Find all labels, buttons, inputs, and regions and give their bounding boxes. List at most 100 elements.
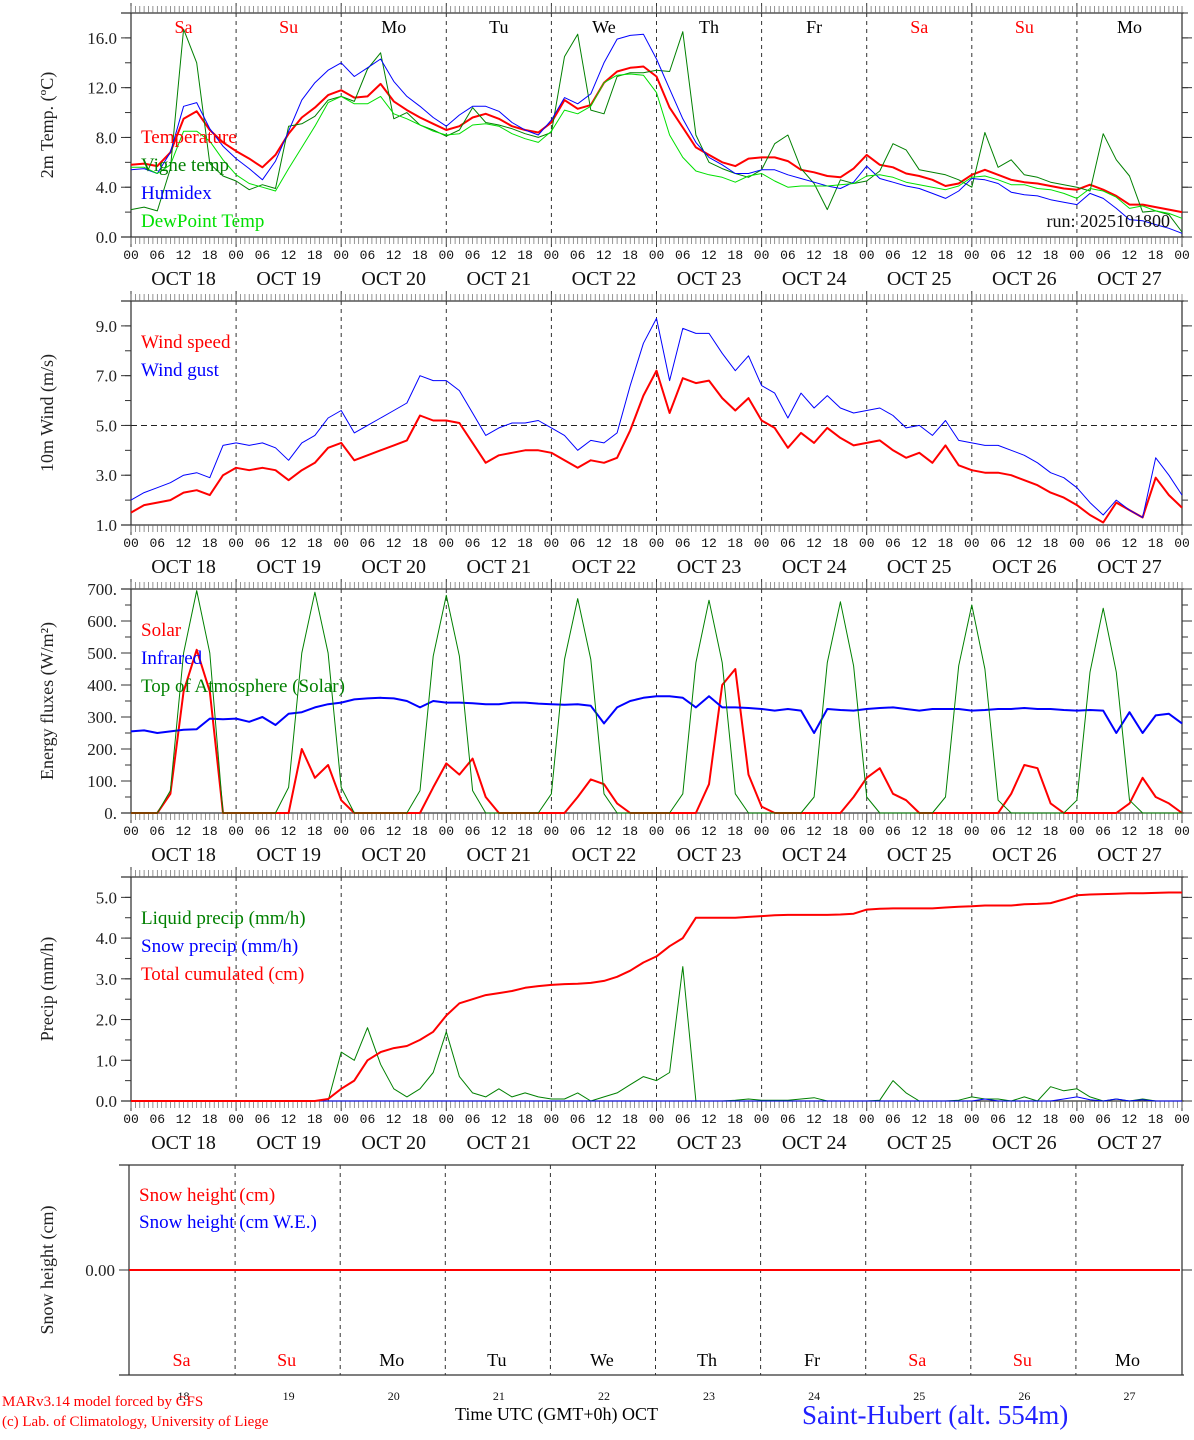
hour-tick-label: 00 <box>964 248 980 263</box>
panel-1: 0.0 4.0 8.0 12.0 16.0 2m Temp. (ºC) Temperatur… <box>37 3 1192 290</box>
date-label: OCT 25 <box>887 268 952 290</box>
hour-tick-label: 18 <box>307 1112 323 1127</box>
hour-tick-label: 06 <box>360 536 376 551</box>
hour-tick-label: 06 <box>885 1112 901 1127</box>
y-tick-label: 4.0 <box>96 178 117 197</box>
hour-tick-label: 00 <box>438 536 454 551</box>
hour-tick-label: 12 <box>386 248 402 263</box>
date-label: OCT 26 <box>992 844 1057 866</box>
legend-entry: Total cumulated (cm) <box>141 964 304 985</box>
y-tick-label: 400. <box>87 676 117 695</box>
hour-tick-label: 12 <box>596 824 612 839</box>
hour-tick-label: 12 <box>281 248 297 263</box>
hour-tick-label: 18 <box>517 1112 533 1127</box>
copyright-credit: (c) Lab. of Climatology, University of L… <box>2 1414 269 1430</box>
hour-tick-label: 18 <box>833 824 849 839</box>
legend-entry: Humidex <box>141 183 212 204</box>
date-label: OCT 25 <box>887 1132 952 1154</box>
hour-tick-label: 18 <box>202 824 218 839</box>
day-number-label: 24 <box>808 1389 820 1403</box>
hour-tick-label: 06 <box>570 1112 586 1127</box>
y-tick-label: 0.0 <box>96 228 117 247</box>
hour-tick-label: 06 <box>255 536 271 551</box>
date-label: OCT 24 <box>782 1132 847 1154</box>
hour-tick-label: 12 <box>596 248 612 263</box>
hour-tick-label: 00 <box>649 824 665 839</box>
hour-tick-label: 18 <box>202 248 218 263</box>
date-label: OCT 18 <box>151 268 216 290</box>
y-axis-label: Energy fluxes (W/m²) <box>37 622 58 780</box>
hour-tick-label: 12 <box>1017 248 1033 263</box>
hour-tick-label: 06 <box>465 1112 481 1127</box>
hour-tick-label: 12 <box>1122 248 1138 263</box>
date-label: OCT 26 <box>992 556 1057 578</box>
hour-tick-label: 06 <box>780 1112 796 1127</box>
date-label: OCT 22 <box>572 844 637 866</box>
hour-minor-ticks <box>130 6 1183 244</box>
day-number-label: 20 <box>388 1389 400 1403</box>
y-tick-label: 9.0 <box>96 317 117 336</box>
hour-tick-label: 12 <box>281 536 297 551</box>
hour-tick-label: 18 <box>412 1112 428 1127</box>
hour-tick-label: 00 <box>333 248 349 263</box>
day-number-label: 18 <box>178 1389 190 1403</box>
weekday-label: Sa <box>175 17 193 37</box>
y-axis-label: Precip (mm/h) <box>37 937 58 1041</box>
hour-tick-label: 06 <box>885 536 901 551</box>
hour-tick-label: 18 <box>938 248 954 263</box>
hour-tick-label: 12 <box>911 1112 927 1127</box>
hour-tick-label: 12 <box>386 536 402 551</box>
hour-tick-label: 18 <box>833 536 849 551</box>
hour-minor-ticks <box>130 294 1183 532</box>
weekday-label: Mo <box>1115 1350 1140 1370</box>
hour-tick-label: 18 <box>728 824 744 839</box>
hour-tick-label: 00 <box>544 248 560 263</box>
series-solar <box>130 648 1183 814</box>
hour-tick-label: 06 <box>570 824 586 839</box>
date-label: OCT 23 <box>677 556 742 578</box>
hour-tick-label: 06 <box>1095 248 1111 263</box>
y-tick-label: 300. <box>87 708 117 727</box>
model-credit: MARv3.14 model forced by GFS <box>2 1394 204 1410</box>
hour-tick-label: 18 <box>728 248 744 263</box>
hour-tick-label: 18 <box>412 824 428 839</box>
hour-tick-label: 12 <box>491 248 507 263</box>
date-label: OCT 18 <box>151 844 216 866</box>
hour-tick-label: 18 <box>728 1112 744 1127</box>
hour-tick-label: 12 <box>701 1112 717 1127</box>
hour-tick-label: 12 <box>596 536 612 551</box>
hour-tick-label: 06 <box>360 824 376 839</box>
hour-tick-label: 06 <box>465 536 481 551</box>
hour-tick-label: 12 <box>1017 1112 1033 1127</box>
hour-tick-label: 00 <box>754 536 770 551</box>
hour-tick-label: 18 <box>622 824 638 839</box>
weekday-label: Sa <box>173 1350 191 1370</box>
legend-entry: Solar <box>141 620 182 641</box>
y-tick-label: 500. <box>87 644 117 663</box>
series-temperature <box>130 65 1183 214</box>
hour-tick-label: 12 <box>596 1112 612 1127</box>
hour-tick-label: 00 <box>649 536 665 551</box>
hour-tick-label: 12 <box>806 1112 822 1127</box>
hour-minor-ticks <box>130 870 1183 1108</box>
weekday-label: Fr <box>806 17 822 37</box>
hour-tick-label: 06 <box>360 1112 376 1127</box>
hour-tick-label: 12 <box>1017 536 1033 551</box>
y-tick-label: 12.0 <box>87 79 117 98</box>
date-label: OCT 25 <box>887 556 952 578</box>
date-label: OCT 20 <box>361 1132 426 1154</box>
weekday-label: Tu <box>489 17 508 37</box>
hour-tick-label: 06 <box>780 824 796 839</box>
y-tick-label: 16.0 <box>87 29 117 48</box>
y-tick-label: 3.0 <box>96 970 117 989</box>
y-tick-label: 0.0 <box>96 1092 117 1111</box>
hour-tick-label: 06 <box>1095 824 1111 839</box>
panel-2: 1.0 3.0 5.0 7.0 9.0 10m Wind (m/s) Wind speed W… <box>37 291 1192 578</box>
date-label: OCT 22 <box>572 1132 637 1154</box>
station-name: Saint-Hubert (alt. 554m) <box>802 1400 1069 1430</box>
y-axis-label: 10m Wind (m/s) <box>37 354 58 472</box>
hour-tick-label: 00 <box>649 248 665 263</box>
hour-tick-label: 18 <box>1148 536 1164 551</box>
hour-tick-label: 18 <box>622 1112 638 1127</box>
hour-tick-label: 00 <box>1174 536 1190 551</box>
